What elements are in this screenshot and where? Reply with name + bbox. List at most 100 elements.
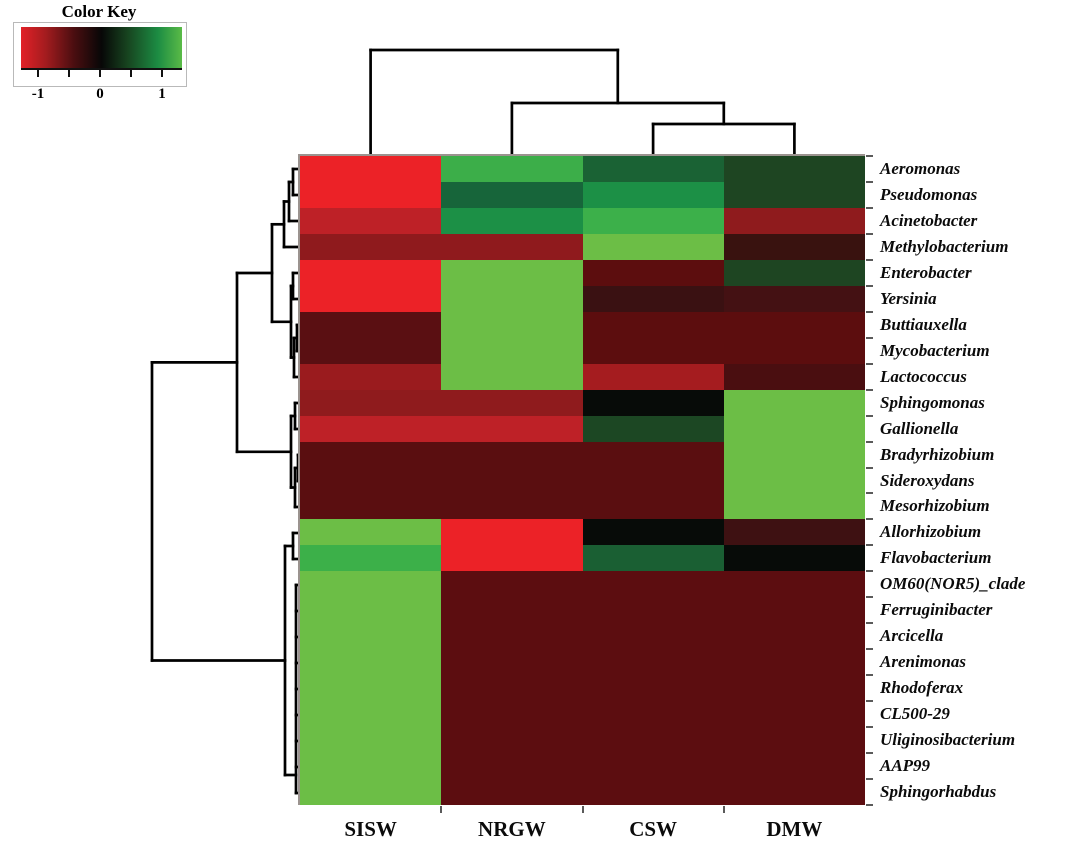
heatmap-cell-Yersinia-DMW — [723, 285, 865, 312]
heatmap-cell-Arenimonas-NRGW — [441, 649, 583, 676]
heatmap-cell-Rhodoferax-SISW — [300, 675, 442, 702]
heatmap-cell-OM60(NOR5)_clade-CSW — [582, 571, 724, 598]
heatmap-cell-Aeromonas-NRGW — [441, 156, 583, 182]
column-label-DMW: DMW — [766, 817, 823, 841]
heatmap-cell-Flavobacterium-SISW — [300, 545, 442, 572]
heatmap-cell-Gallionella-DMW — [723, 415, 865, 442]
heatmap-cell-OM60(NOR5)_clade-SISW — [300, 571, 442, 598]
heatmap-cell-Buttiauxella-CSW — [582, 311, 724, 338]
heatmap-cell-Acinetobacter-SISW — [300, 207, 442, 234]
heatmap-cell-Mesorhizobium-DMW — [723, 493, 865, 520]
heatmap-cell-Mesorhizobium-CSW — [582, 493, 724, 520]
heatmap-cell-Enterobacter-NRGW — [441, 259, 583, 286]
heatmap-cell-Flavobacterium-CSW — [582, 545, 724, 572]
heatmap-cell-Buttiauxella-DMW — [723, 311, 865, 338]
heatmap-grid — [300, 156, 865, 805]
heatmap-cell-Sphingorhabdus-CSW — [582, 779, 724, 805]
heatmap-cell-Methylobacterium-DMW — [723, 233, 865, 260]
row-label-Lactococcus: Lactococcus — [880, 366, 967, 386]
heatmap-cell-Acinetobacter-CSW — [582, 207, 724, 234]
row-label-Arcicella: Arcicella — [880, 626, 944, 646]
heatmap-cell-Flavobacterium-NRGW — [441, 545, 583, 572]
heatmap-cell-Pseudomonas-SISW — [300, 181, 442, 208]
column-label-SISW: SISW — [344, 817, 397, 841]
heatmap-cell-Buttiauxella-NRGW — [441, 311, 583, 338]
color-key-gradient — [21, 27, 182, 70]
row-label-Sideroxydans: Sideroxydans — [880, 470, 975, 490]
row-label-OM60(NOR5)_clade: OM60(NOR5)_clade — [880, 574, 1026, 594]
heatmap-cell-Uliginosibacterium-SISW — [300, 727, 442, 754]
row-label-Methylobacterium: Methylobacterium — [880, 236, 1009, 256]
heatmap-cell-Sphingomonas-CSW — [582, 389, 724, 416]
row-label-AAP99: AAP99 — [880, 756, 931, 776]
color-key-label-zero: 0 — [96, 86, 104, 102]
row-axis-tick — [866, 622, 873, 625]
heatmap-cell-Arcicella-SISW — [300, 623, 442, 650]
heatmap-cell-Pseudomonas-CSW — [582, 181, 724, 208]
row-axis-tick — [866, 180, 873, 183]
row-label-Ferruginibacter: Ferruginibacter — [880, 600, 993, 620]
heatmap-cell-Sideroxydans-CSW — [582, 467, 724, 494]
heatmap-cell-Rhodoferax-NRGW — [441, 675, 583, 702]
heatmap-cell-Arenimonas-DMW — [723, 649, 865, 676]
heatmap-cell-Acinetobacter-NRGW — [441, 207, 583, 234]
row-label-Gallionella: Gallionella — [880, 418, 959, 438]
heatmap-cell-OM60(NOR5)_clade-DMW — [723, 571, 865, 598]
heatmap-cell-OM60(NOR5)_clade-NRGW — [441, 571, 583, 598]
heatmap-cell-Methylobacterium-SISW — [300, 233, 442, 260]
heatmap-cell-Flavobacterium-DMW — [723, 545, 865, 572]
row-axis-tick — [866, 518, 873, 521]
row-label-CL500-29: CL500-29 — [880, 704, 950, 724]
heatmap-cell-Arcicella-CSW — [582, 623, 724, 650]
row-label-Bradyrhizobium: Bradyrhizobium — [880, 444, 995, 464]
heatmap-cell-Ferruginibacter-NRGW — [441, 597, 583, 624]
heatmap-cell-CL500-29-DMW — [723, 701, 865, 728]
row-axis-tick — [866, 726, 873, 729]
row-label-Uliginosibacterium: Uliginosibacterium — [880, 730, 1016, 750]
heatmap-cell-Sphingorhabdus-DMW — [723, 779, 865, 805]
heatmap-cell-Yersinia-NRGW — [441, 285, 583, 312]
heatmap-cell-Lactococcus-NRGW — [441, 363, 583, 390]
row-label-Mesorhizobium: Mesorhizobium — [880, 496, 990, 516]
heatmap-cell-Ferruginibacter-SISW — [300, 597, 442, 624]
heatmap-cell-Enterobacter-SISW — [300, 259, 442, 286]
heatmap-cell-Bradyrhizobium-DMW — [723, 441, 865, 468]
heatmap-cell-Aeromonas-CSW — [582, 156, 724, 182]
column-axis-tick — [722, 806, 725, 813]
heatmap-cell-CL500-29-NRGW — [441, 701, 583, 728]
heatmap-cell-Bradyrhizobium-CSW — [582, 441, 724, 468]
heatmap-cell-Allorhizobium-NRGW — [441, 519, 583, 546]
heatmap-cell-Yersinia-CSW — [582, 285, 724, 312]
row-axis-tick — [866, 155, 873, 157]
heatmap-cell-CL500-29-CSW — [582, 701, 724, 728]
heatmap-cell-Pseudomonas-DMW — [723, 181, 865, 208]
heatmap-cell-Sphingomonas-SISW — [300, 389, 442, 416]
row-label-Yersinia: Yersinia — [880, 288, 937, 308]
row-axis-tick — [866, 362, 873, 365]
heatmap-cell-Lactococcus-SISW — [300, 363, 442, 390]
row-axis-tick — [866, 700, 873, 703]
heatmap-cell-Bradyrhizobium-SISW — [300, 441, 442, 468]
row-axis-tick — [866, 674, 873, 677]
column-axis-tick — [581, 806, 584, 813]
heatmap-cell-Lactococcus-CSW — [582, 363, 724, 390]
row-axis-tick — [866, 596, 873, 599]
heatmap-cell-Yersinia-SISW — [300, 285, 442, 312]
row-label-Mycobacterium: Mycobacterium — [880, 340, 990, 360]
row-label-Arenimonas: Arenimonas — [880, 652, 966, 672]
row-label-Buttiauxella: Buttiauxella — [880, 314, 967, 334]
heatmap-cell-Uliginosibacterium-CSW — [582, 727, 724, 754]
row-label-Flavobacterium: Flavobacterium — [880, 548, 992, 568]
row-axis-tick — [866, 258, 873, 261]
heatmap-cell-Enterobacter-DMW — [723, 259, 865, 286]
row-axis-tick — [866, 778, 873, 781]
heatmap-cell-Gallionella-SISW — [300, 415, 442, 442]
heatmap-cell-Uliginosibacterium-DMW — [723, 727, 865, 754]
heatmap-cell-Sphingorhabdus-SISW — [300, 779, 442, 805]
color-key-label-neg1: -1 — [31, 86, 45, 102]
row-axis-tick — [866, 466, 873, 469]
heatmap-cell-Mycobacterium-SISW — [300, 337, 442, 364]
row-label-Aeromonas: Aeromonas — [880, 159, 961, 178]
color-key-tick — [99, 70, 101, 77]
